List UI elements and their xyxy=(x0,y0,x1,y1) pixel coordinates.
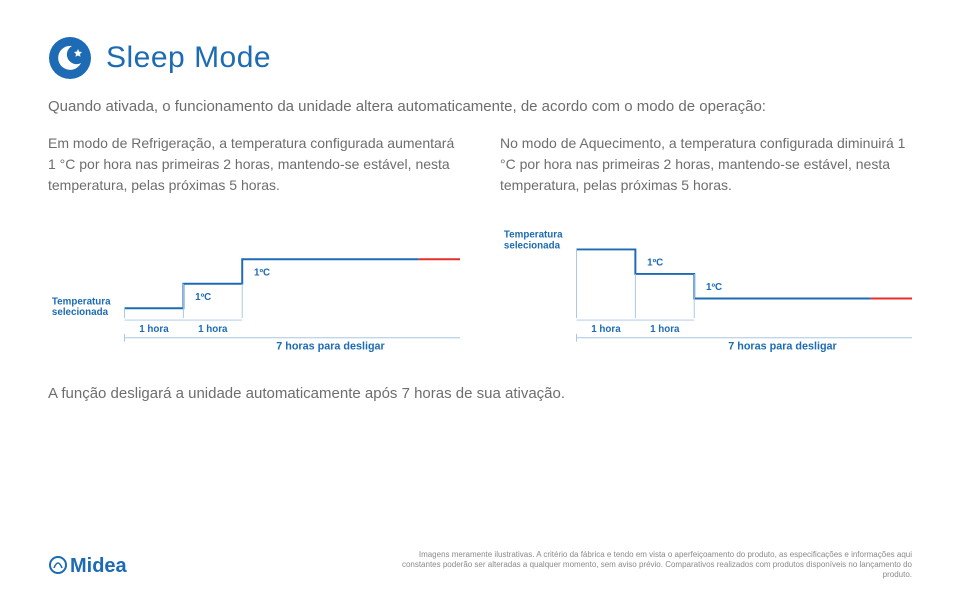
chart-heating: 1 hora 1ºC 1 hora 1ºC 7 horas para desligar T… xyxy=(500,220,912,357)
columns: Em modo de Refrigeração, a temperatura c… xyxy=(48,133,912,196)
svg-text:Temperatura: Temperatura xyxy=(504,230,563,241)
col-cooling: Em modo de Refrigeração, a temperatura c… xyxy=(48,133,460,196)
footer-text: A função desligará a unidade automaticam… xyxy=(48,385,912,402)
svg-text:1ºC: 1ºC xyxy=(706,282,722,293)
svg-text:7 horas para desligar: 7 horas para desligar xyxy=(276,340,385,352)
title-row: Sleep Mode xyxy=(48,36,912,80)
col-heating: No modo de Aquecimento, a temperatura co… xyxy=(500,133,912,196)
page: Sleep Mode Quando ativada, o funcionamen… xyxy=(0,0,960,600)
disclaimer: Imagens meramente ilustrativas. A critér… xyxy=(392,550,912,580)
charts-row: 1 hora 1ºC 1 hora 1ºC 7 horas para desligar T… xyxy=(48,220,912,357)
svg-text:7 horas para desligar: 7 horas para desligar xyxy=(728,340,837,352)
intro-text: Quando ativada, o funcionamento da unida… xyxy=(48,98,788,115)
svg-text:1 hora: 1 hora xyxy=(139,324,169,335)
svg-text:selecionada: selecionada xyxy=(52,307,109,318)
svg-text:1ºC: 1ºC xyxy=(195,292,211,303)
svg-text:1 hora: 1 hora xyxy=(591,324,621,335)
svg-text:Temperatura: Temperatura xyxy=(52,296,111,307)
svg-text:Midea: Midea xyxy=(70,555,128,577)
moon-icon xyxy=(48,36,92,80)
bottom-row: Midea Imagens meramente ilustrativas. A … xyxy=(48,550,912,580)
svg-text:1 hora: 1 hora xyxy=(198,324,228,335)
svg-text:1ºC: 1ºC xyxy=(647,258,663,269)
svg-text:1ºC: 1ºC xyxy=(254,267,270,278)
chart-cooling: 1 hora 1ºC 1 hora 1ºC 7 horas para desligar T… xyxy=(48,220,460,357)
svg-text:1 hora: 1 hora xyxy=(650,324,680,335)
svg-text:selecionada: selecionada xyxy=(504,240,561,251)
logo: Midea xyxy=(48,550,138,580)
page-title: Sleep Mode xyxy=(106,41,271,75)
